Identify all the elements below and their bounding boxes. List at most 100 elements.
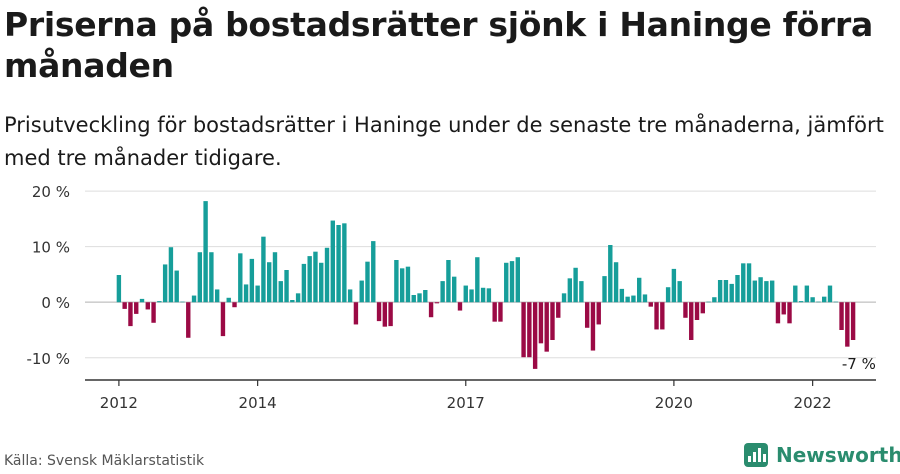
bar: [596, 302, 601, 325]
bar: [168, 247, 174, 303]
bar: [561, 293, 567, 303]
bar: [151, 302, 156, 323]
bar: [521, 302, 526, 358]
bar: [631, 295, 636, 303]
bar: [769, 280, 775, 303]
bar: [642, 294, 648, 303]
bar: [243, 284, 249, 303]
bar: [544, 302, 549, 352]
bar: [486, 288, 492, 303]
bar: [452, 276, 457, 303]
bar: [810, 297, 815, 303]
source-note: Källa: Svensk Mäklarstatistik: [4, 453, 205, 469]
bar: [787, 302, 792, 324]
chart-subtitle: Prisutveckling för bostadsrätter i Hanin…: [4, 113, 884, 170]
bar: [764, 281, 769, 303]
bar: [613, 262, 619, 303]
bar: [665, 287, 671, 303]
bar: [706, 301, 711, 303]
gridlines: [85, 190, 876, 359]
bar: [804, 285, 810, 303]
bar: [492, 302, 497, 322]
bar: [515, 257, 520, 303]
bar-chart: 20 % 10 % 0 % -10 % 2012 2014 2017 2020 2022 -7 %: [26, 183, 876, 412]
bar: [261, 236, 266, 303]
bar: [556, 302, 561, 318]
bar: [660, 302, 665, 330]
bar: [157, 301, 162, 303]
bar: [440, 281, 445, 303]
bar: [822, 296, 827, 303]
bar: [827, 285, 833, 303]
bar: [313, 251, 318, 303]
x-tick-label: 2017: [447, 394, 485, 412]
bar: [267, 262, 272, 303]
bar: [798, 301, 804, 303]
bar: [509, 261, 515, 303]
bar: [278, 281, 283, 303]
bar: [602, 276, 607, 303]
bar: [134, 302, 139, 314]
bar: [608, 245, 613, 303]
bar: [284, 270, 289, 303]
bar: [214, 289, 220, 303]
bar: [347, 289, 353, 303]
y-tick-label: 20 %: [32, 183, 70, 201]
chart-title: Priserna på bostadsrätter sjönk i Haning…: [4, 5, 873, 85]
axes: [85, 379, 876, 386]
bar: [411, 295, 416, 303]
bar: [307, 256, 312, 303]
brand-logo[interactable]: Newsworthy: [744, 441, 900, 469]
bar: [463, 285, 468, 303]
bar: [423, 290, 428, 303]
bar: [839, 302, 844, 330]
bar: [359, 280, 364, 303]
bar: [180, 301, 185, 303]
newsworthy-logo-icon: [744, 443, 768, 467]
bar: [677, 281, 682, 303]
bar: [793, 285, 798, 303]
bar: [324, 247, 330, 303]
bar: [295, 293, 301, 303]
bar: [394, 260, 399, 303]
bar: [319, 262, 324, 303]
x-tick-label: 2020: [655, 394, 693, 412]
bar: [376, 302, 382, 322]
labels: 20 % 10 % 0 % -10 % 2012 2014 2017 2020 2022 -7 %: [26, 183, 875, 412]
bar: [527, 302, 532, 358]
bar: [122, 302, 127, 309]
bar: [717, 280, 723, 303]
bar: [480, 287, 486, 303]
bar: [186, 302, 191, 338]
y-tick-label: 0 %: [41, 294, 70, 312]
bar: [128, 302, 133, 327]
bar: [388, 302, 393, 327]
bar: [850, 302, 856, 340]
bar: [590, 302, 596, 351]
bar: [833, 301, 838, 303]
bar: [619, 288, 625, 303]
bar: [504, 262, 509, 303]
bar: [752, 280, 758, 303]
bar: [353, 302, 359, 325]
bar: [584, 302, 590, 328]
bar: [498, 302, 503, 322]
bar: [434, 302, 440, 304]
bar: [446, 260, 451, 303]
bar: [336, 225, 341, 303]
bar: [238, 253, 243, 303]
y-tick-label: -10 %: [26, 350, 70, 368]
bar: [735, 275, 740, 303]
bar: [197, 252, 203, 303]
bar: [342, 223, 347, 303]
bars: [116, 201, 856, 369]
bar: [781, 302, 786, 315]
bar: [712, 297, 717, 303]
bar: [457, 302, 463, 311]
bar: [469, 289, 474, 303]
bar: [625, 296, 630, 303]
bar: [637, 277, 642, 303]
bar: [550, 302, 555, 340]
bar: [220, 302, 226, 337]
annotation-label: -7 %: [842, 355, 876, 373]
